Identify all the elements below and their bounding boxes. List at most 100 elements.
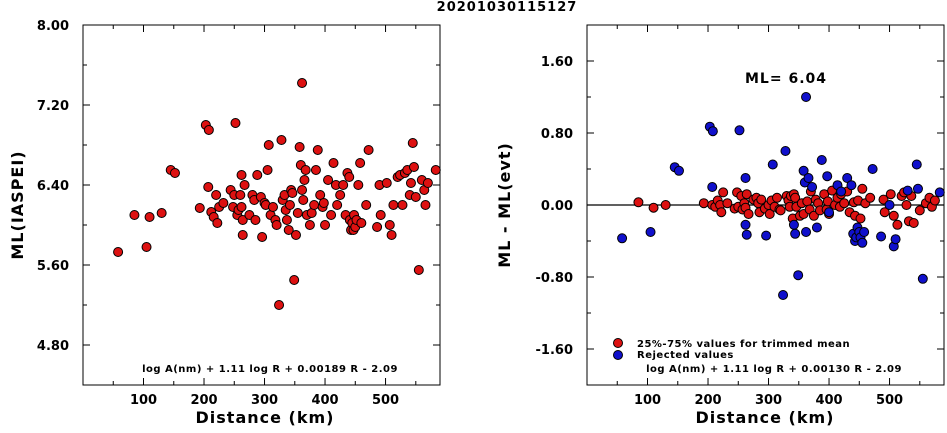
rejected-point (740, 219, 751, 230)
data-point (338, 180, 349, 190)
left-y-tick-label: 4.80 (37, 339, 69, 354)
right-panel: 100 200 300 400 500 -1.60 -0.80 0.00 0.80 1.60 ML… (495, 24, 945, 427)
rejected-point (867, 164, 878, 174)
left-x-axis-label: Distance (km) (196, 408, 335, 427)
trimmed-point (802, 196, 813, 207)
trimmed-point (857, 183, 868, 194)
data-point (353, 180, 364, 190)
data-point (236, 170, 247, 180)
right-y-tick-label: -1.60 (536, 343, 573, 358)
trimmed-point (716, 207, 727, 218)
data-point (230, 118, 241, 128)
rejected-point (788, 219, 799, 230)
data-point (309, 200, 320, 210)
trimmed-point (718, 187, 729, 198)
data-point (292, 208, 303, 218)
trimmed-point (698, 198, 709, 209)
data-point (194, 203, 205, 213)
rejected-point (803, 173, 814, 183)
right-x-axis-label: Distance (km) (696, 408, 835, 427)
right-y-tick-label: -0.80 (536, 271, 573, 286)
data-point (257, 232, 268, 242)
data-point (281, 215, 292, 225)
data-point (315, 190, 326, 200)
data-point (304, 220, 315, 230)
trimmed-point (865, 192, 876, 203)
data-point (271, 220, 282, 230)
data-point (289, 275, 300, 285)
data-point (250, 215, 261, 225)
data-point (297, 78, 308, 88)
data-point (381, 178, 392, 188)
rejected-point (798, 165, 809, 176)
trimmed-point (914, 205, 925, 216)
left-x-tick-label: 500 (372, 393, 399, 408)
rejected-point (836, 186, 847, 197)
left-points (113, 78, 441, 310)
trimmed-point (722, 198, 733, 209)
trimmed-point (756, 194, 767, 205)
data-point (384, 220, 395, 230)
data-point (355, 158, 366, 168)
rejected-point (673, 165, 684, 176)
data-point (320, 220, 331, 230)
trimmed-point (660, 200, 671, 210)
data-point (212, 218, 223, 228)
data-point (405, 178, 416, 188)
data-point (300, 165, 311, 175)
rejected-point (707, 126, 718, 137)
left-plot-frame (82, 24, 441, 386)
data-point (203, 182, 214, 192)
data-point (236, 202, 247, 212)
trimmed-point (839, 198, 850, 209)
left-x-tick-label: 200 (190, 393, 217, 408)
rejected-point (707, 182, 718, 192)
trimmed-point (888, 210, 899, 221)
legend-rejected-marker (613, 350, 623, 360)
right-x-tick-label: 500 (876, 393, 903, 408)
trimmed-point (741, 189, 752, 200)
trimmed-point (633, 197, 644, 208)
trimmed-point (648, 202, 659, 213)
legend-rejected-label: Rejected values (637, 350, 734, 361)
data-point (129, 210, 140, 220)
trimmed-point (908, 218, 919, 228)
chart-title: 20201030115127 (437, 0, 578, 15)
trimmed-point (892, 219, 903, 230)
left-ticks: 100 200 300 400 500 4.80 5.60 6.40 7.20 8.00 (37, 19, 440, 408)
rejected-point (876, 231, 887, 242)
data-point (344, 172, 355, 182)
rejected-point (790, 228, 801, 239)
data-point (239, 180, 250, 190)
data-point (363, 145, 374, 155)
data-point (113, 247, 124, 257)
left-y-tick-label: 6.40 (37, 179, 69, 194)
data-point (169, 168, 180, 178)
rejected-point (801, 92, 812, 102)
data-point (332, 200, 343, 210)
rejected-point (911, 159, 922, 170)
ml-value-label: ML= 6.04 (745, 71, 827, 87)
data-point (276, 135, 287, 145)
rejected-point (767, 159, 778, 170)
data-point (323, 175, 334, 185)
data-point (328, 158, 339, 168)
rejected-point (811, 222, 822, 233)
trimmed-point (929, 195, 940, 206)
left-x-tick-label: 100 (130, 393, 157, 408)
left-x-tick-label: 300 (251, 393, 278, 408)
rejected-point (842, 173, 853, 183)
data-point (274, 300, 285, 310)
data-point (318, 198, 329, 208)
left-x-tick-label: 400 (311, 393, 338, 408)
trimmed-point (743, 209, 754, 219)
data-point (144, 212, 155, 222)
data-point (298, 195, 309, 205)
data-point (420, 200, 431, 210)
data-point (410, 192, 421, 202)
rejected-point (846, 180, 857, 191)
data-point (237, 230, 248, 240)
data-point (211, 190, 222, 200)
